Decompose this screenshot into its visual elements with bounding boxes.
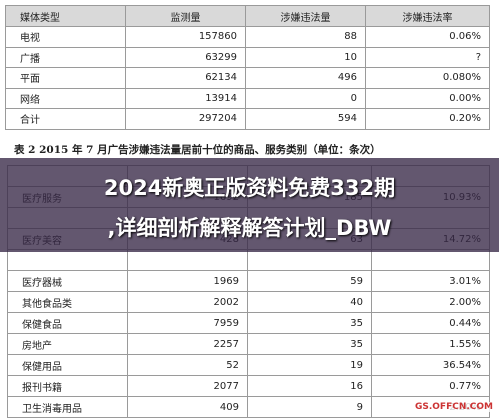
table-cell: 409: [127, 396, 248, 418]
table-cell: 医疗器械: [7, 270, 128, 292]
watermark: GS.OFFCN.COM: [412, 402, 495, 412]
banner-line: ,详细剖析解释解答计划_DBW: [107, 216, 392, 240]
table-cell: 2002: [127, 291, 248, 313]
table-cell: 36.54%: [371, 354, 490, 376]
table-cell: 13914: [125, 87, 246, 109]
table-cell: 电视: [5, 26, 126, 48]
table-cell: 媒体类型: [5, 5, 126, 27]
table-cell: 297204: [125, 108, 246, 130]
table-cell: 保健食品: [7, 312, 128, 334]
table-cell: ?: [365, 46, 490, 68]
table-cell: 59: [247, 270, 372, 292]
table-cell: 35: [247, 312, 372, 334]
table-cell: 594: [245, 108, 366, 130]
table-cell: 40: [247, 291, 372, 313]
table-cell: 2.00%: [371, 291, 490, 313]
table-caption: 表 2 2015 年 7 月广告涉嫌违法量居前十位的商品、服务类别（单位：条次）: [14, 144, 381, 156]
table-cell: [7, 249, 128, 271]
table-cell: 平面: [5, 67, 126, 89]
table-cell: 1.55%: [371, 333, 490, 355]
table-cell: 保健用品: [7, 354, 128, 376]
table-cell: 7959: [127, 312, 248, 334]
table-cell: 63299: [125, 46, 246, 68]
table-cell: 2077: [127, 375, 248, 397]
overlay-banner: 2024新奥正版资料免费332期 ,详细剖析解释解答计划_DBW: [0, 158, 499, 252]
table-cell: 88: [245, 26, 366, 48]
table-cell: 2257: [127, 333, 248, 355]
table-cell: 广播: [5, 46, 126, 68]
table-cell: [247, 249, 372, 271]
table-cell: 1969: [127, 270, 248, 292]
table-cell: 62134: [125, 67, 246, 89]
table-cell: 0.06%: [365, 26, 490, 48]
table-cell: 157860: [125, 26, 246, 48]
table-cell: [127, 249, 248, 271]
table-cell: 3.01%: [371, 270, 490, 292]
table-cell: 卫生消毒用品: [7, 396, 128, 418]
table-cell: 监测量: [125, 5, 246, 27]
table-cell: 其他食品类: [7, 291, 128, 313]
table-cell: 16: [247, 375, 372, 397]
table-cell: 35: [247, 333, 372, 355]
table-cell: 涉嫌违法率: [365, 5, 490, 27]
table-cell: 网络: [5, 87, 126, 109]
table-cell: 0.77%: [371, 375, 490, 397]
table-cell: 9: [247, 396, 372, 418]
table-cell: 19: [247, 354, 372, 376]
table-cell: 0.00%: [365, 87, 490, 109]
table-cell: 涉嫌违法量: [245, 5, 366, 27]
table-cell: 496: [245, 67, 366, 89]
table-cell: 房地产: [7, 333, 128, 355]
table-cell: 0.44%: [371, 312, 490, 334]
table-cell: 0.080%: [365, 67, 490, 89]
table-cell: 0.20%: [365, 108, 490, 130]
table-cell: 10: [245, 46, 366, 68]
table-cell: 52: [127, 354, 248, 376]
table-cell: 合计: [5, 108, 126, 130]
table-cell: [371, 249, 490, 271]
table-cell: 报刊书籍: [7, 375, 128, 397]
table-cell: 0: [245, 87, 366, 109]
banner-line: 2024新奥正版资料免费332期: [103, 176, 396, 200]
